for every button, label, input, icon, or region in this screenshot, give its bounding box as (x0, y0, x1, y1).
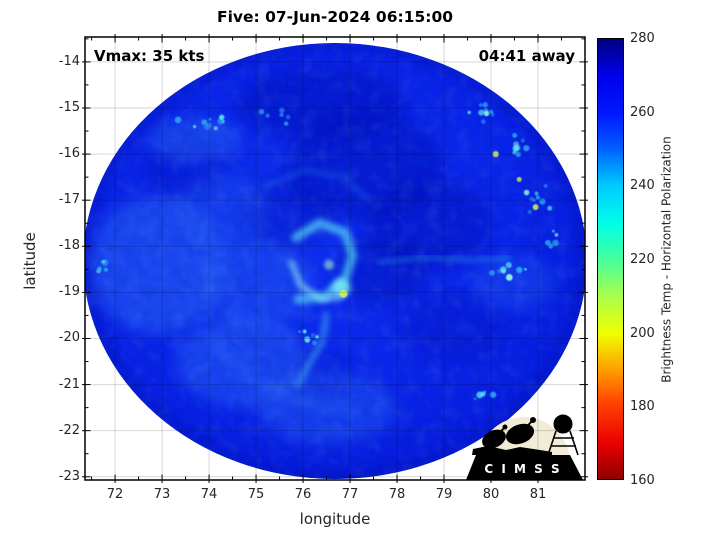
y-tick-label: -16 (58, 146, 80, 162)
x-tick-label: 81 (529, 487, 547, 502)
y-tick-label: -23 (58, 468, 80, 484)
y-tick-label: -18 (58, 238, 80, 254)
x-tick-label: 77 (341, 487, 359, 502)
colorbar-tick-label: 160 (630, 473, 655, 488)
y-tick-label: -21 (58, 376, 80, 392)
cimss-logo-text: C I M S S (484, 462, 561, 476)
x-tick-label: 72 (106, 487, 124, 502)
colorbar-tick-label: 200 (630, 325, 655, 341)
colorbar (597, 38, 624, 480)
colorbar-tick-label: 260 (630, 104, 655, 120)
x-tick-label: 75 (247, 487, 265, 502)
y-tick-label: -15 (58, 99, 80, 115)
chart-title: Five: 07-Jun-2024 06:15:00 (216, 8, 454, 26)
x-tick-label: 74 (200, 487, 218, 502)
x-tick-label: 76 (294, 487, 312, 502)
x-tick-label: 78 (388, 487, 406, 502)
y-tick-label: -19 (58, 284, 80, 300)
cimss-logo: C I M S S (466, 414, 583, 480)
y-tick-label: -17 (58, 192, 80, 208)
colorbar-gradient (598, 39, 623, 479)
y-axis-label: latitude (21, 232, 39, 290)
colorbar-tick-label: 220 (630, 252, 655, 267)
plot-area: C I M S S Vmax: 35 kts 04:41 away (85, 37, 585, 480)
colorbar-tick-label: 280 (630, 31, 655, 46)
colorbar-tick-label: 240 (630, 178, 655, 194)
y-tick-label: -14 (58, 53, 80, 69)
eta-annotation: 04:41 away (478, 47, 575, 65)
x-axis-label: longitude (299, 510, 371, 528)
y-tick-label: -22 (58, 422, 80, 438)
colorbar-tick-label: 180 (630, 399, 655, 415)
vmax-annotation: Vmax: 35 kts (94, 47, 205, 65)
x-tick-label: 80 (482, 487, 500, 502)
x-tick-label: 79 (435, 487, 453, 502)
colorbar-label: Brightness Temp - Horizontal Polarizatio… (659, 136, 674, 383)
x-tick-label: 73 (153, 487, 171, 502)
y-tick-label: -20 (58, 330, 80, 346)
